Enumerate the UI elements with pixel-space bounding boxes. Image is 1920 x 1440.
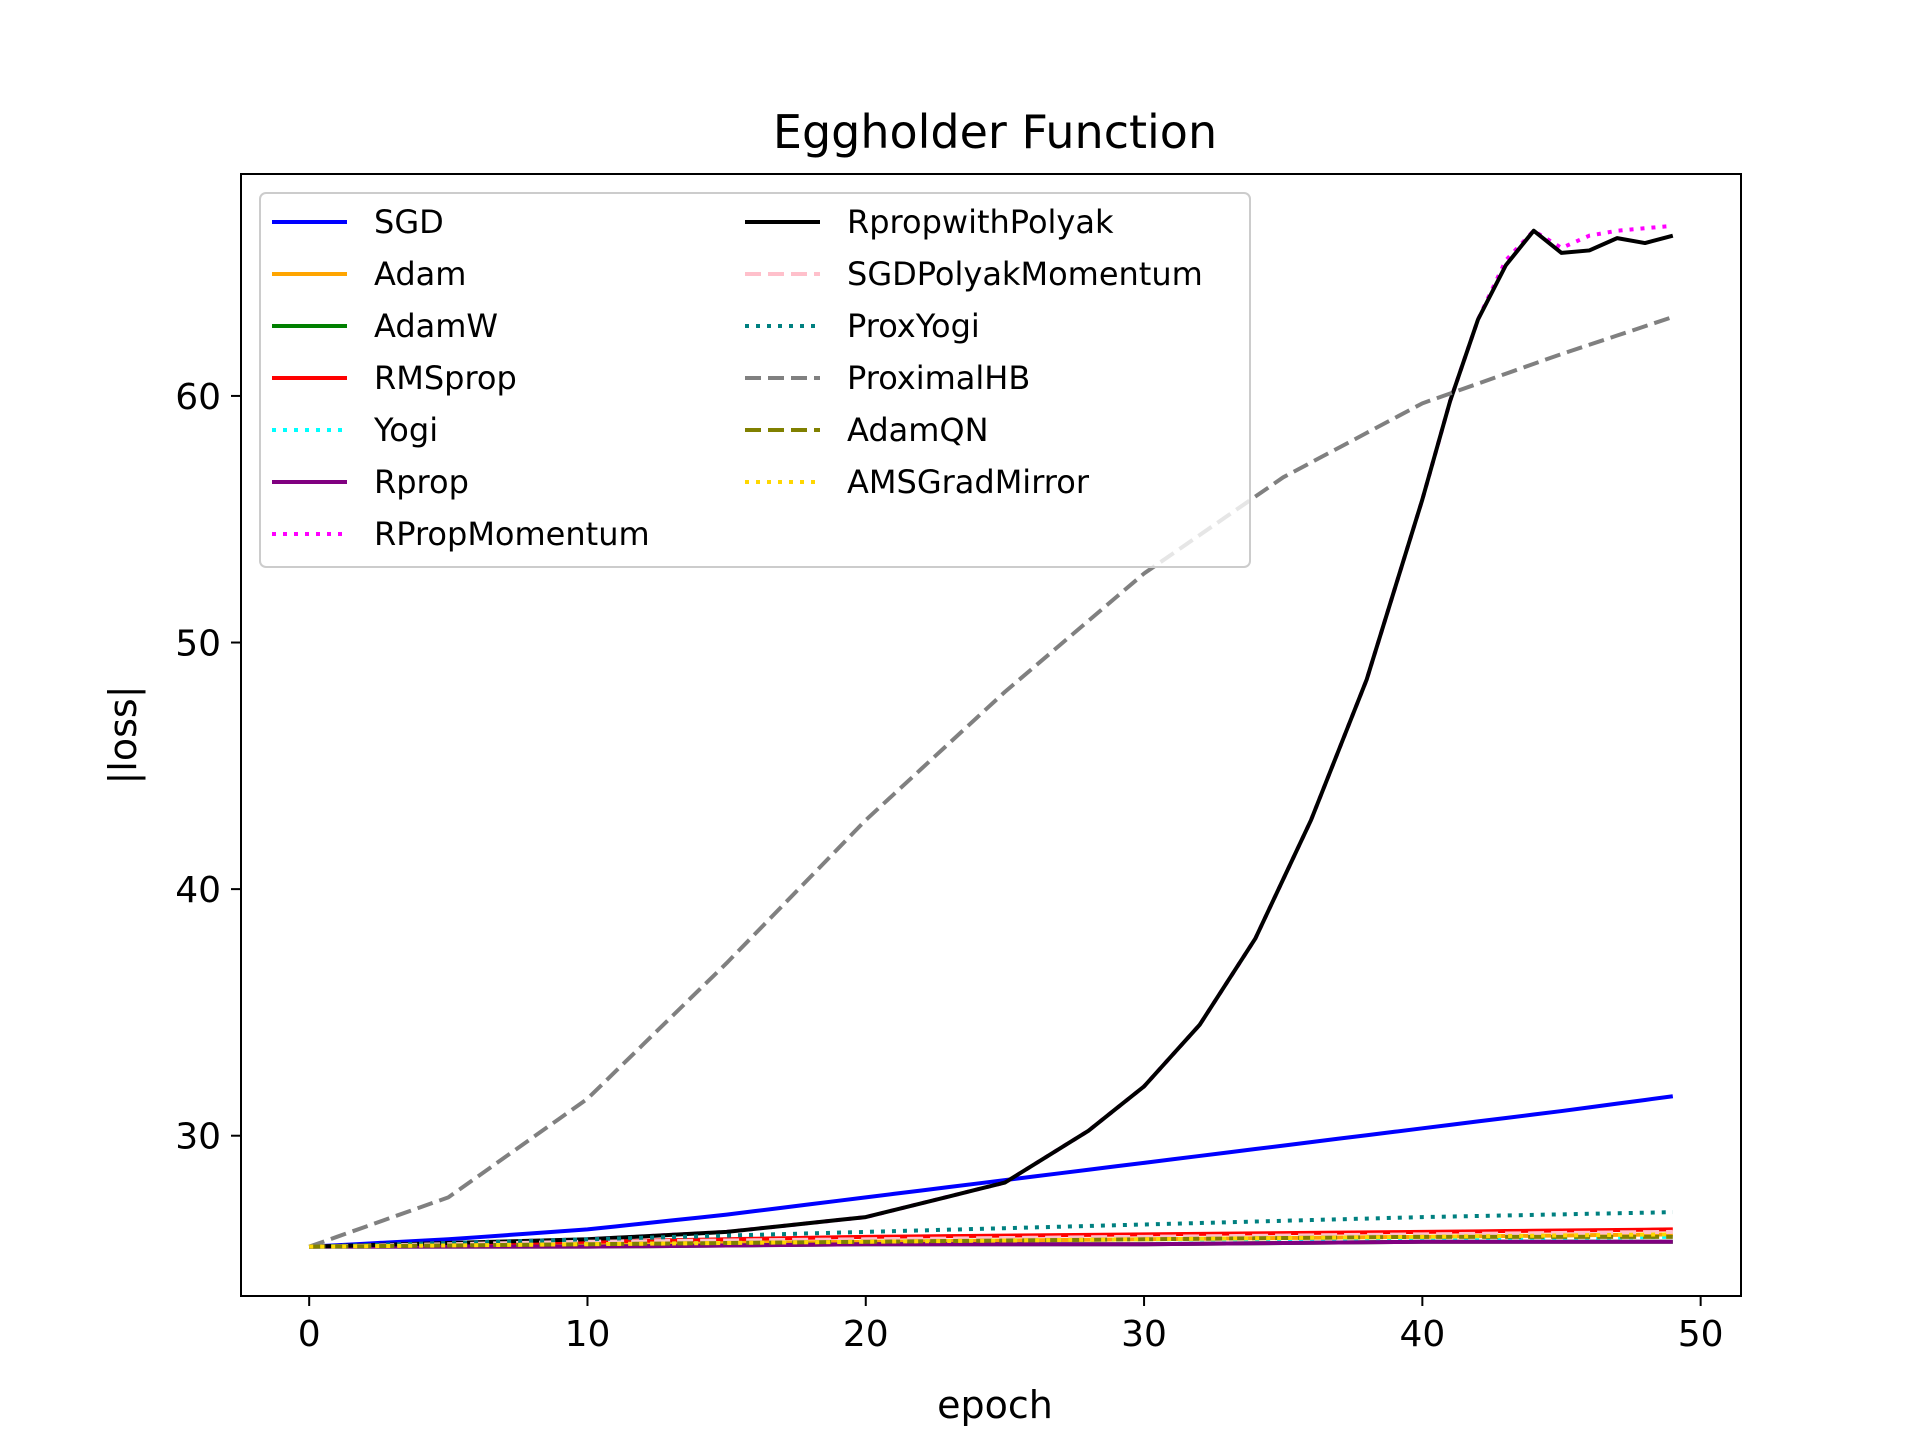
legend-item-adam: Adam xyxy=(272,255,466,293)
legend-item-sgd: SGD xyxy=(272,203,444,241)
legend-item-amsgradmirror: AMSGradMirror xyxy=(745,463,1090,501)
series-line-amsgradmirror xyxy=(309,1232,1673,1249)
legend-item-proxyogi: ProxYogi xyxy=(745,307,980,345)
legend-item-yogi: Yogi xyxy=(272,411,438,449)
y-tick-label-60: 60 xyxy=(175,377,221,418)
series-line-rprop xyxy=(309,1239,1673,1249)
plot-frame xyxy=(240,173,1742,1297)
legend-item-proximalhb: ProximalHB xyxy=(745,359,1030,397)
legend-label-adam: Adam xyxy=(374,255,466,293)
x-tick-label-20: 20 xyxy=(843,1314,889,1355)
legend-item-sgdpolyakmomentum: SGDPolyakMomentum xyxy=(745,255,1203,293)
legend-item-rpropmomentum: RPropMomentum xyxy=(272,515,650,553)
series-line-proximalhb xyxy=(308,315,1674,1249)
chart-title: Eggholder Function xyxy=(773,105,1217,159)
series-layer xyxy=(308,223,1674,1249)
y-tick-label-50: 50 xyxy=(175,624,221,665)
legend-label-rmsprop: RMSprop xyxy=(374,359,517,397)
series-line-yogi xyxy=(309,1234,1673,1249)
legend-label-sgd: SGD xyxy=(374,203,444,241)
legend-label-yogi: Yogi xyxy=(373,411,438,449)
legend-label-rpropmomentum: RPropMomentum xyxy=(374,515,650,553)
y-tick-label-40: 40 xyxy=(175,870,221,911)
series-line-rmsprop xyxy=(309,1227,1673,1249)
legend-label-adamw: AdamW xyxy=(374,307,498,345)
legend-item-adamw: AdamW xyxy=(272,307,498,345)
series-line-sgdpolyakmomentum xyxy=(309,1229,1673,1249)
series-line-rpropwithpolyak xyxy=(309,228,1674,1249)
x-tick-label-50: 50 xyxy=(1678,1314,1724,1355)
x-tick-label-40: 40 xyxy=(1399,1314,1445,1355)
legend-label-rprop: Rprop xyxy=(374,463,469,501)
legend-item-adamqn: AdamQN xyxy=(745,411,989,449)
x-axis: 0 10 20 30 40 50 xyxy=(298,1296,1724,1355)
legend-item-rmsprop: RMSprop xyxy=(272,359,517,397)
legend-label-rpropwithpolyak: RpropwithPolyak xyxy=(847,203,1114,241)
x-tick-label-0: 0 xyxy=(298,1314,321,1355)
x-tick-label-10: 10 xyxy=(565,1314,611,1355)
x-axis-label: epoch xyxy=(937,1383,1053,1427)
legend: SGD Adam AdamW RMSprop Yogi Rprop RPropMomentu… xyxy=(259,192,1251,568)
legend-label-sgdpolyakmomentum: SGDPolyakMomentum xyxy=(847,255,1203,293)
y-axis-label: |loss| xyxy=(101,685,146,784)
legend-label-proximalhb: ProximalHB xyxy=(847,359,1030,397)
legend-item-rprop: Rprop xyxy=(272,463,469,501)
series-line-proxyogi xyxy=(309,1210,1673,1249)
x-tick-label-30: 30 xyxy=(1121,1314,1167,1355)
y-tick-label-30: 30 xyxy=(175,1117,221,1158)
legend-label-adamqn: AdamQN xyxy=(847,411,989,449)
y-axis: 30 40 50 60 xyxy=(175,377,241,1158)
legend-label-amsgradmirror: AMSGradMirror xyxy=(847,463,1090,501)
legend-item-rpropwithpolyak: RpropwithPolyak xyxy=(745,203,1114,241)
series-line-sgd xyxy=(309,1094,1674,1249)
legend-label-proxyogi: ProxYogi xyxy=(847,307,980,345)
